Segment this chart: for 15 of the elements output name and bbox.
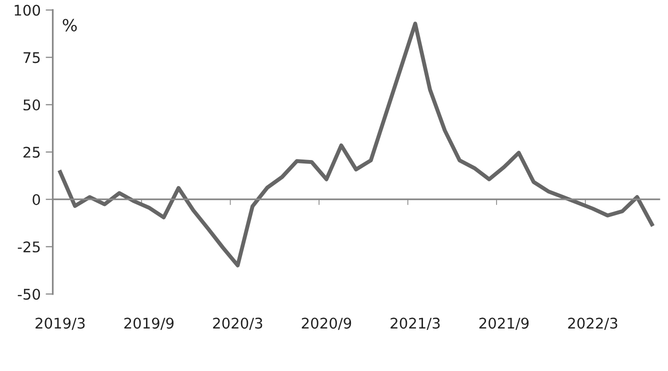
x-tick-label: 2021/3: [390, 318, 440, 330]
x-tick-label: 2019/3: [36, 318, 85, 330]
x-tick-label: 2021/9: [479, 318, 529, 330]
y-tick-label: 75: [24, 52, 40, 64]
x-tick-label: 2020/9: [302, 318, 352, 330]
y-tick-label: 50: [24, 99, 40, 110]
y-tick-label: 0: [32, 194, 40, 206]
y-tick-label: -25: [18, 241, 40, 252]
y-tick-label: -50: [18, 288, 40, 300]
x-tick-label: 2020/3: [213, 318, 262, 330]
y-axis-title: %: [62, 18, 77, 32]
y-tick-label: 25: [23, 146, 40, 158]
x-tick-label: 2022/3: [568, 318, 618, 330]
x-tick-label: 2019/9: [124, 318, 174, 330]
y-tick-label: 100: [14, 4, 40, 16]
